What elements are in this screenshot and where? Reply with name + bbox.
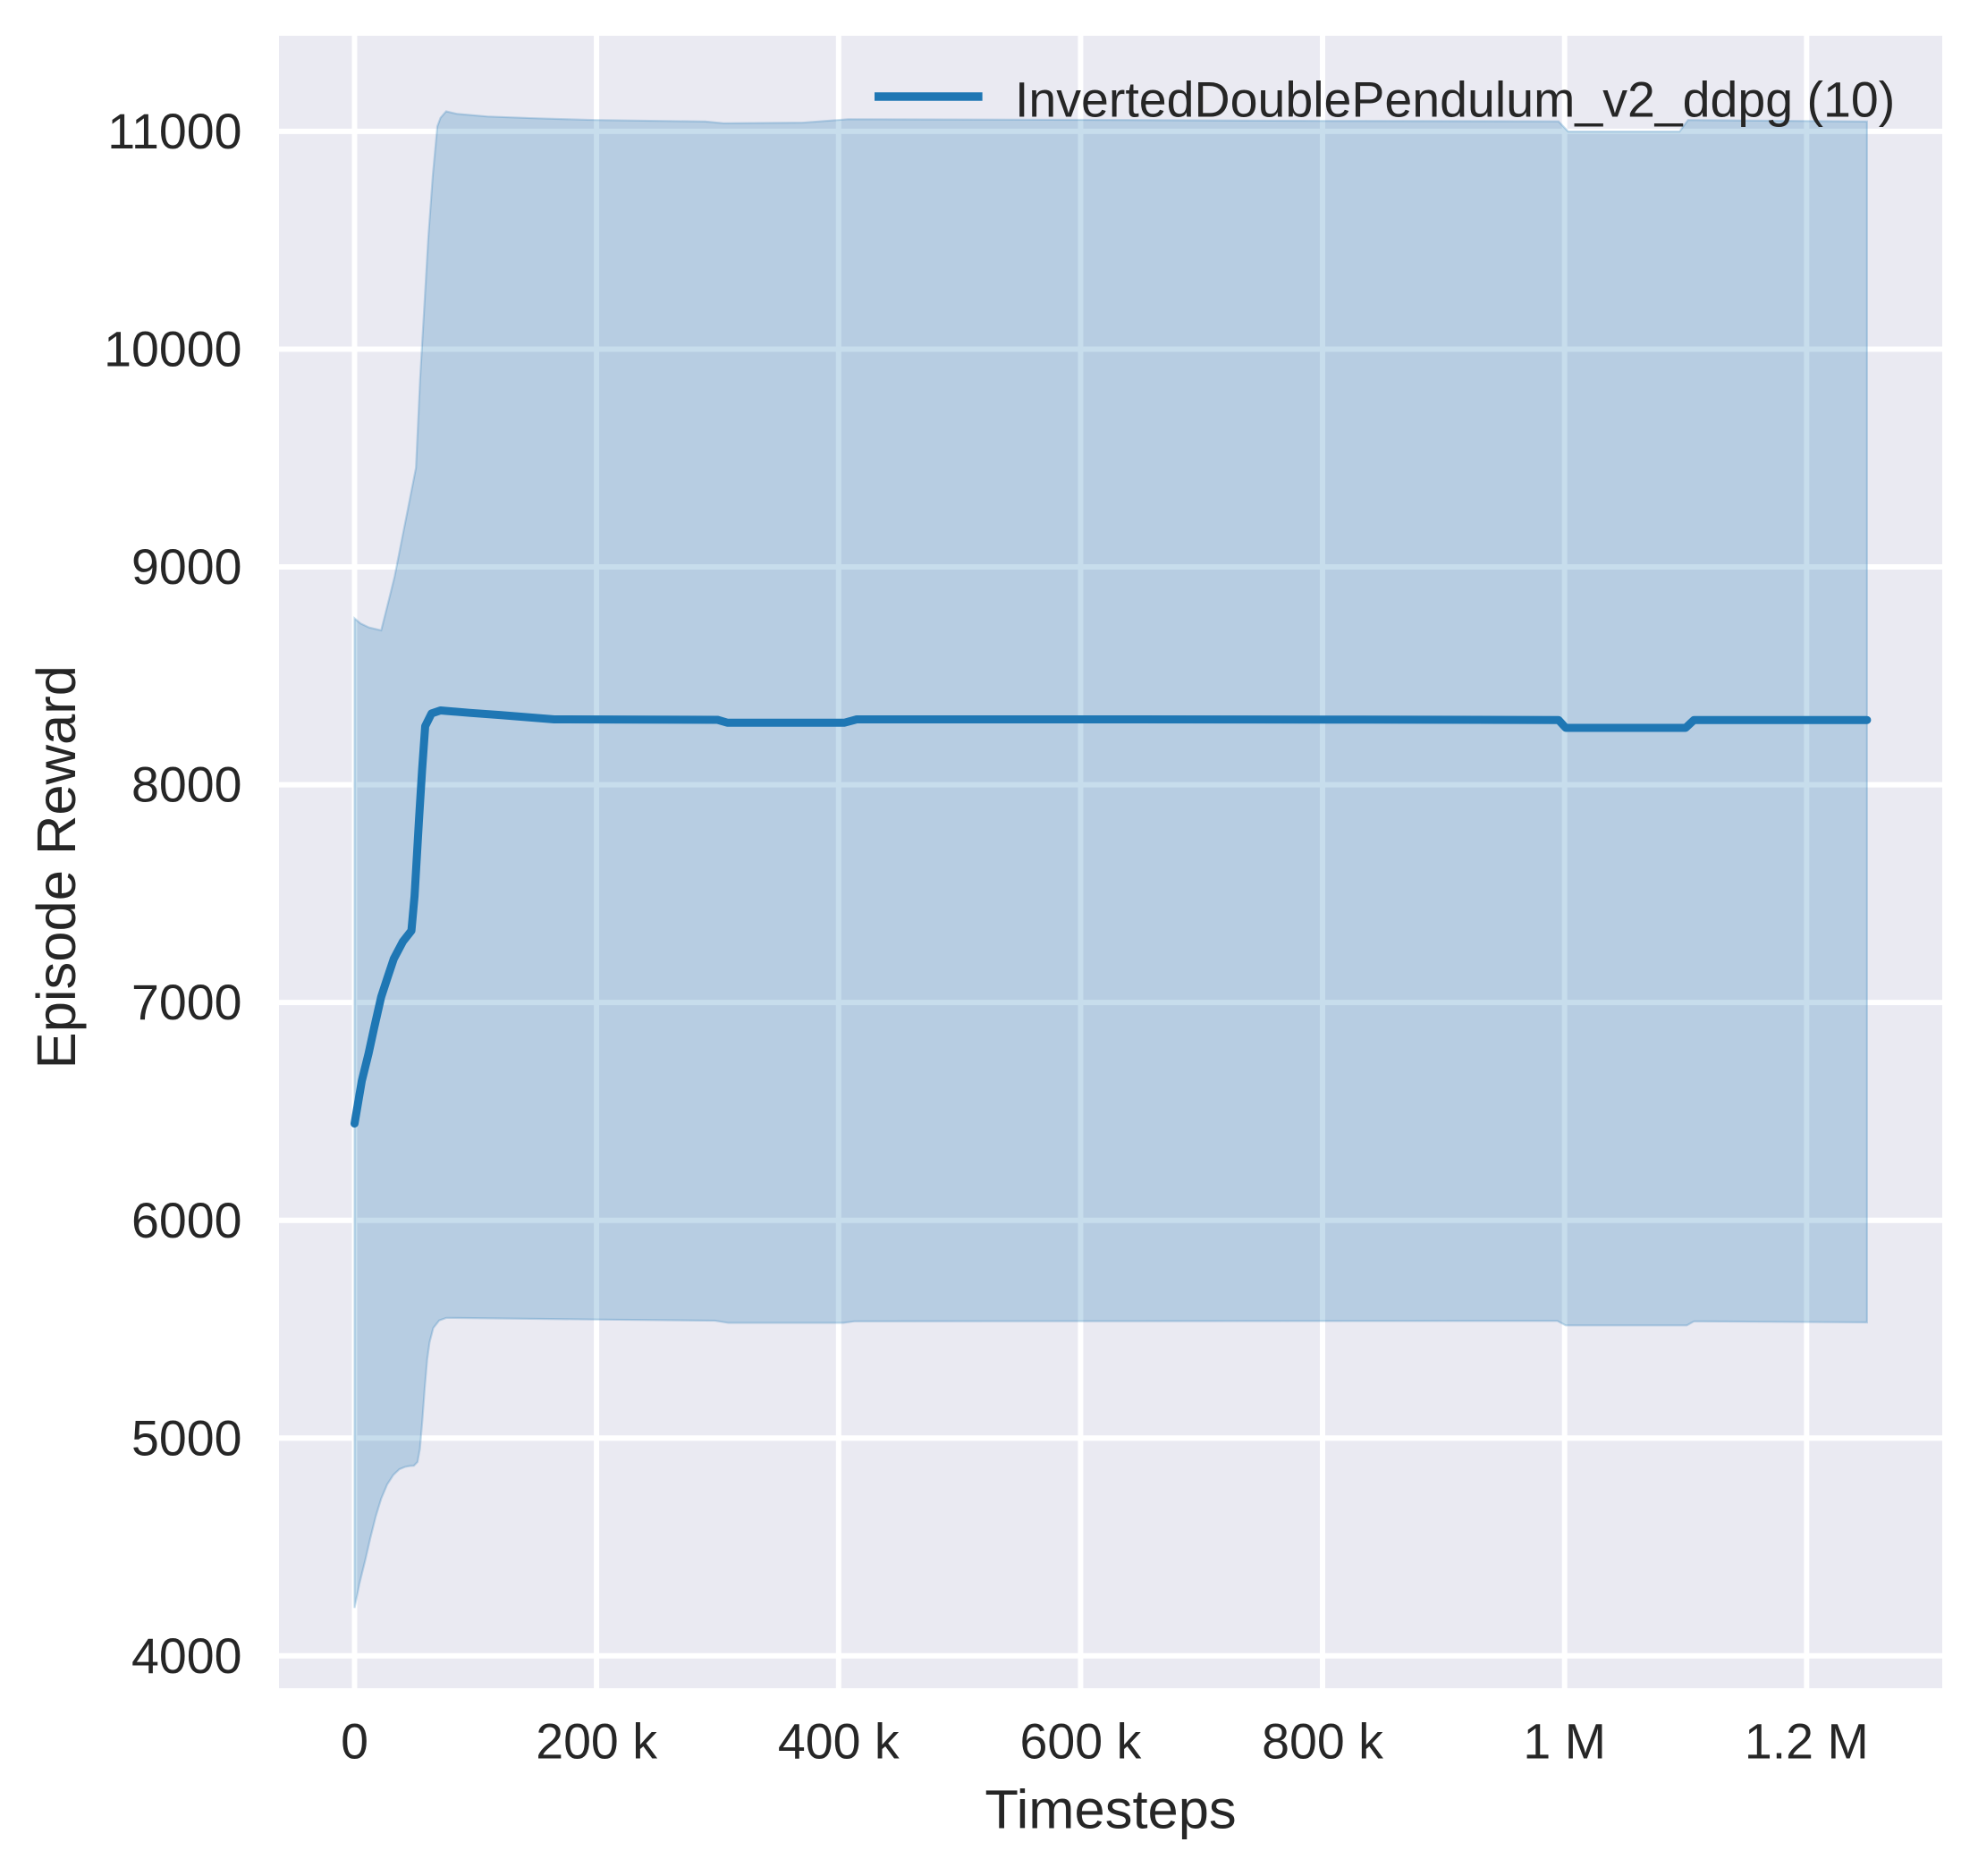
svg-text:5000: 5000: [131, 1410, 241, 1466]
svg-text:6000: 6000: [131, 1193, 241, 1248]
svg-text:10000: 10000: [104, 322, 241, 377]
svg-text:Timesteps: Timesteps: [985, 1779, 1236, 1841]
svg-text:400 k: 400 k: [778, 1714, 900, 1770]
svg-text:1.2 M: 1.2 M: [1745, 1714, 1869, 1770]
svg-text:800 k: 800 k: [1262, 1714, 1383, 1770]
svg-text:200 k: 200 k: [536, 1714, 657, 1770]
svg-text:1 M: 1 M: [1523, 1714, 1606, 1770]
svg-text:Episode Reward: Episode Reward: [26, 665, 88, 1069]
svg-text:9000: 9000: [131, 539, 241, 595]
svg-text:8000: 8000: [131, 757, 241, 813]
svg-text:7000: 7000: [131, 975, 241, 1030]
svg-text:11000: 11000: [107, 104, 241, 159]
svg-text:600 k: 600 k: [1020, 1714, 1142, 1770]
svg-text:4000: 4000: [131, 1628, 241, 1684]
svg-text:InvertedDoublePendulum_v2_ddpg: InvertedDoublePendulum_v2_ddpg (10): [1015, 72, 1895, 128]
svg-text:0: 0: [341, 1714, 368, 1770]
